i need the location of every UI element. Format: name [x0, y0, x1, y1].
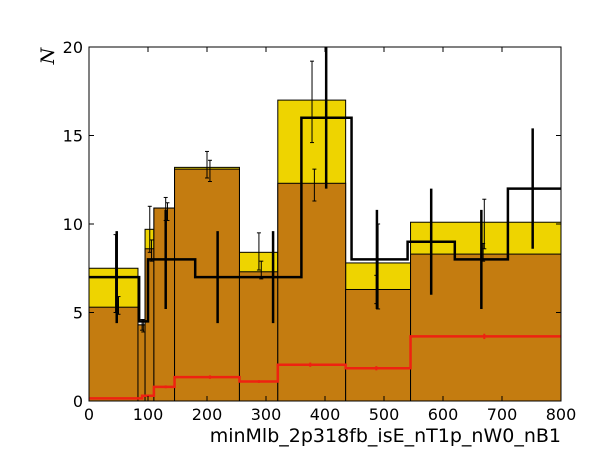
stack-bottom-bar-4	[174, 168, 240, 402]
x-tick-label-0: 0	[84, 405, 94, 424]
data-series	[89, 47, 561, 324]
signal-step-line	[89, 335, 561, 400]
x-tick-label-2: 200	[192, 405, 223, 424]
x-tick-label-1: 100	[133, 405, 164, 424]
x-tick-label-8: 800	[546, 405, 577, 424]
x-tick-label-5: 500	[369, 405, 400, 424]
signal-series	[89, 333, 561, 400]
x-tick-label-4: 400	[310, 405, 341, 424]
stack-bottom-bar-0	[88, 306, 139, 402]
stack-bottom-bar-2	[144, 248, 155, 402]
y-tick-label-3: 15	[63, 127, 83, 146]
x-tick-label-6: 600	[428, 405, 459, 424]
y-tick-label-4: 20	[63, 38, 83, 57]
stack-bottom-bar-3	[153, 207, 176, 402]
stack-bottom-bar-6	[277, 182, 347, 402]
y-axis-ticks: 0 5 10 15 20	[63, 38, 561, 411]
stack-bottom-bars	[88, 168, 562, 402]
x-tick-label-3: 300	[251, 405, 282, 424]
y-tick-label-0: 0	[73, 392, 83, 411]
y-tick-label-2: 10	[63, 215, 83, 234]
x-axis-ticks: 0 100 200 300 400 500 600 700 800	[84, 47, 576, 424]
data-step-line	[89, 116, 561, 323]
x-axis-label: minMlb_2p318fb_isE_nT1p_nW0_nB1	[210, 425, 561, 447]
y-tick-label-1: 5	[73, 304, 83, 323]
stack-bottom-bar-1	[137, 324, 146, 402]
stack-bottom-bar-8	[410, 253, 562, 402]
x-tick-label-7: 700	[487, 405, 518, 424]
y-axis-label: N	[37, 46, 59, 65]
